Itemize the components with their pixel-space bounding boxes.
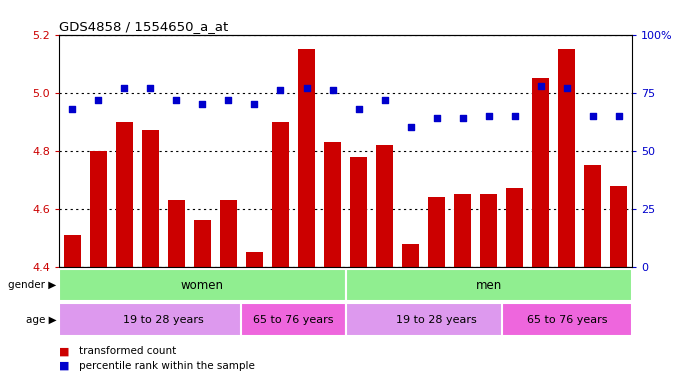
Bar (246, 252, 263, 267)
Bar (507, 189, 523, 267)
Bar (59, 303, 267, 336)
Bar (346, 269, 632, 301)
Point (249, 101, 260, 107)
Point (561, 85, 572, 91)
Point (67, 106, 78, 112)
Point (431, 115, 442, 121)
Bar (428, 197, 445, 267)
Point (145, 85, 156, 91)
Bar (610, 185, 627, 267)
Point (197, 101, 208, 107)
Text: women: women (181, 279, 224, 291)
Text: GDS4858 / 1554650_a_at: GDS4858 / 1554650_a_at (59, 20, 228, 33)
Point (405, 124, 416, 131)
Point (613, 113, 624, 119)
Bar (298, 49, 315, 267)
Bar (168, 200, 184, 267)
Bar (272, 122, 289, 267)
Text: 19 to 28 years: 19 to 28 years (123, 314, 204, 325)
Bar (558, 49, 576, 267)
Text: gender ▶: gender ▶ (8, 280, 56, 290)
Bar (220, 200, 237, 267)
Bar (59, 269, 346, 301)
Point (509, 113, 521, 119)
Point (275, 87, 286, 93)
Bar (194, 220, 211, 267)
Bar (585, 165, 601, 267)
Bar (242, 303, 346, 336)
Bar (502, 303, 632, 336)
Point (301, 85, 312, 91)
Point (223, 96, 234, 103)
Point (93, 96, 104, 103)
Bar (142, 131, 159, 267)
Text: men: men (475, 279, 502, 291)
Bar (350, 157, 367, 267)
Bar (454, 194, 471, 267)
Bar (64, 235, 81, 267)
Bar (346, 303, 528, 336)
Point (483, 113, 494, 119)
Point (119, 85, 130, 91)
Bar (376, 145, 393, 267)
Point (379, 96, 390, 103)
Text: ■: ■ (59, 361, 70, 371)
Text: age ▶: age ▶ (26, 314, 56, 325)
Point (353, 106, 364, 112)
Point (535, 83, 546, 89)
Text: 19 to 28 years: 19 to 28 years (396, 314, 477, 325)
Text: transformed count: transformed count (79, 346, 176, 356)
Text: 65 to 76 years: 65 to 76 years (527, 314, 607, 325)
Text: 65 to 76 years: 65 to 76 years (253, 314, 334, 325)
Bar (324, 142, 341, 267)
Point (327, 87, 338, 93)
Text: ■: ■ (59, 346, 70, 356)
Text: percentile rank within the sample: percentile rank within the sample (79, 361, 255, 371)
Bar (480, 194, 497, 267)
Point (587, 113, 599, 119)
Point (457, 115, 468, 121)
Bar (116, 122, 133, 267)
Bar (402, 244, 419, 267)
Bar (532, 78, 549, 267)
Point (171, 96, 182, 103)
Bar (90, 151, 106, 267)
